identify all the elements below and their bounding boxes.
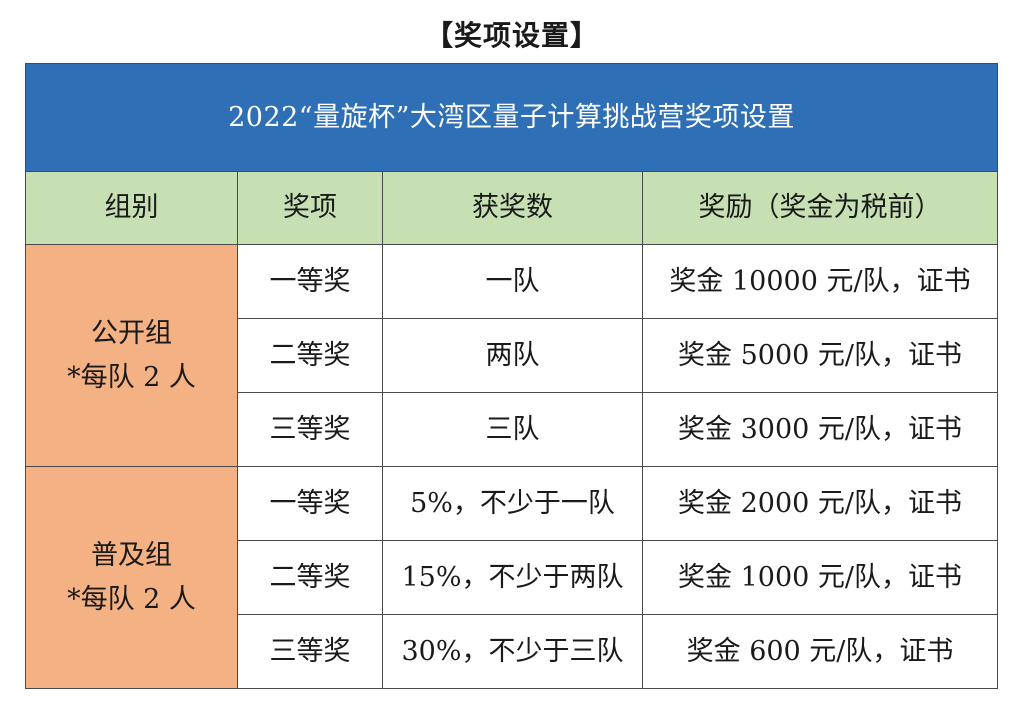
- award-cell: 三等奖: [237, 614, 383, 689]
- count-cell: 三队: [382, 392, 643, 467]
- table-header-row: 组别 奖项 获奖数 奖励（奖金为税前）: [25, 171, 999, 245]
- reward-cell: 奖金 1000 元/队，证书: [641, 540, 999, 615]
- group-cell-open: 公开组 *每队 2 人: [25, 244, 238, 467]
- reward-cell: 奖金 10000 元/队，证书: [641, 244, 999, 319]
- count-cell: 一队: [382, 244, 643, 319]
- reward-cell: 奖金 5000 元/队，证书: [641, 318, 999, 393]
- reward-cell: 奖金 3000 元/队，证书: [641, 392, 999, 467]
- award-cell: 一等奖: [237, 244, 383, 319]
- table-title: 2022“量旋杯”大湾区量子计算挑战营奖项设置: [24, 63, 999, 172]
- group-note: *每队 2 人: [67, 583, 196, 615]
- table-row: 普及组 *每队 2 人 一等奖 5%，不少于一队 奖金 2000 元/队，证书: [25, 466, 999, 689]
- header-group: 组别: [25, 171, 238, 245]
- header-award: 奖项: [237, 171, 383, 245]
- table-row: 二等奖 15%，不少于两队 奖金 1000 元/队，证书: [26, 540, 999, 615]
- group-note: *每队 2 人: [67, 361, 196, 393]
- awards-table: 2022“量旋杯”大湾区量子计算挑战营奖项设置 组别 奖项 获奖数 奖励（奖金为…: [24, 63, 999, 689]
- count-cell: 5%，不少于一队: [382, 466, 643, 541]
- table-title-row: 2022“量旋杯”大湾区量子计算挑战营奖项设置: [24, 63, 999, 172]
- header-count: 获奖数: [382, 171, 643, 245]
- table-row: 三等奖 三队 奖金 3000 元/队，证书: [26, 392, 999, 467]
- award-cell: 一等奖: [237, 466, 383, 541]
- award-cell: 二等奖: [237, 318, 383, 393]
- count-cell: 两队: [382, 318, 643, 393]
- reward-cell: 奖金 600 元/队，证书: [641, 614, 999, 689]
- award-cell: 二等奖: [237, 540, 383, 615]
- count-cell: 30%，不少于三队: [382, 614, 643, 689]
- header-reward: 奖励（奖金为税前）: [641, 171, 999, 245]
- group-cell-popular: 普及组 *每队 2 人: [25, 466, 238, 689]
- table-row: 三等奖 30%，不少于三队 奖金 600 元/队，证书: [26, 614, 999, 689]
- section-heading: 【奖项设置】: [424, 19, 599, 52]
- group-name: 普及组: [91, 539, 172, 571]
- count-cell: 15%，不少于两队: [382, 540, 643, 615]
- reward-cell: 奖金 2000 元/队，证书: [641, 466, 999, 541]
- group-name: 公开组: [91, 317, 172, 349]
- table-row: 二等奖 两队 奖金 5000 元/队，证书: [26, 318, 999, 393]
- table-row: 公开组 *每队 2 人 一等奖 一队 奖金 10000 元/队，证书: [25, 244, 999, 467]
- award-cell: 三等奖: [237, 392, 383, 467]
